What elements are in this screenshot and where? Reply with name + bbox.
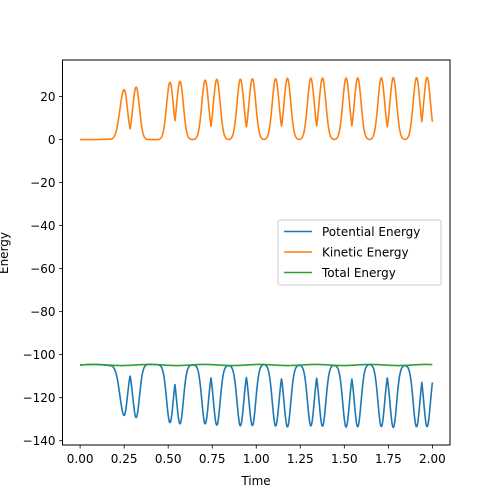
y-tick-label: −40 [30,219,55,233]
series-line-potential-energy [79,363,434,429]
x-tick-label: 1.75 [375,452,402,466]
y-tick-label: 0 [48,133,56,147]
x-tick-label: 0.00 [67,452,94,466]
y-axis: 20 0 −20 −40 −60 −80 −100 −120 −140 [23,90,63,448]
legend-label-kinetic: Kinetic Energy [322,246,409,260]
x-tick-label: 0.50 [155,452,182,466]
y-tick-label: −140 [23,434,56,448]
legend-label-potential: Potential Energy [322,225,420,239]
x-tick-label: 0.25 [111,452,138,466]
y-tick-label: −100 [23,348,56,362]
legend: Potential Energy Kinetic Energy Total En… [277,219,442,286]
y-axis-label: Energy [0,232,11,274]
x-axis: 0.00 0.25 0.50 0.75 1.00 1.25 1.50 1.75 2.00 [67,445,446,466]
x-tick-label: 1.50 [331,452,358,466]
x-tick-label: 1.25 [287,452,314,466]
series-line-kinetic-energy [79,76,434,141]
x-tick-label: 2.00 [419,452,446,466]
series-line-total-energy [79,363,433,367]
x-tick-label: 0.75 [199,452,226,466]
x-tick-label: 1.00 [243,452,270,466]
plot-lines [79,76,434,429]
x-axis-label: Time [240,474,270,488]
y-tick-label: 20 [40,90,55,104]
y-tick-label: −20 [30,176,55,190]
y-tick-label: −60 [30,262,55,276]
y-tick-label: −120 [23,391,56,405]
y-tick-label: −80 [30,305,55,319]
legend-label-total: Total Energy [321,266,396,280]
legend-box [277,219,442,286]
